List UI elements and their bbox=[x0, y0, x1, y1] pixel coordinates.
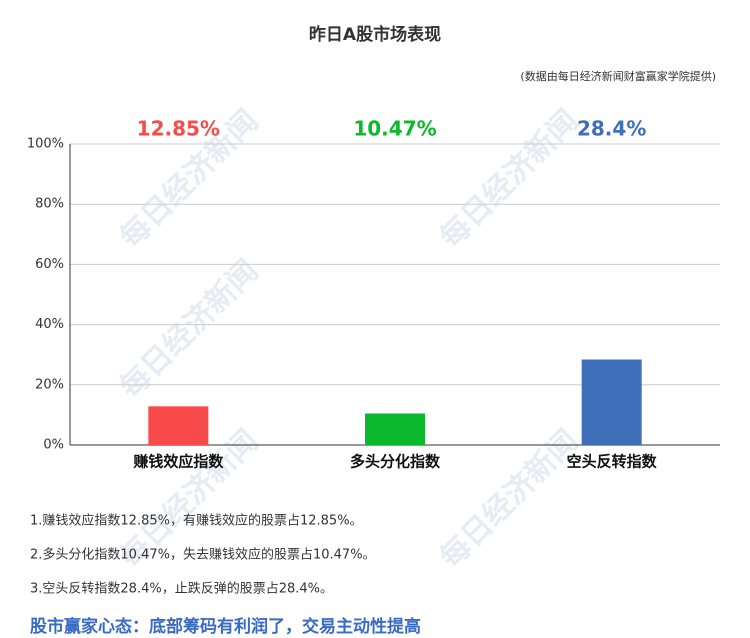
y-tick-label: 40% bbox=[35, 317, 64, 332]
bar bbox=[581, 359, 642, 445]
watermark: 每日经济新闻 bbox=[433, 423, 585, 575]
watermark: 每日经济新闻 bbox=[433, 103, 585, 255]
x-tick-label: 赚钱效应指数 bbox=[132, 453, 224, 471]
y-tick-label: 0% bbox=[43, 438, 64, 453]
watermark: 每日经济新闻 bbox=[113, 253, 265, 405]
headline: 股市赢家心态：底部筹码有利润了，交易主动性提高 bbox=[30, 616, 421, 637]
chart-subtitle: (数据由每日经济新闻财富赢家学院提供) bbox=[520, 69, 716, 83]
note: 2.多头分化指数10.47%，失去赚钱效应的股票占10.47%。 bbox=[30, 547, 376, 563]
y-tick-label: 60% bbox=[35, 257, 64, 272]
value-label: 10.47% bbox=[353, 117, 436, 141]
bar bbox=[148, 406, 209, 445]
x-tick-label: 空头反转指数 bbox=[567, 453, 658, 471]
value-label: 28.4% bbox=[577, 117, 646, 141]
y-tick-label: 80% bbox=[35, 197, 64, 212]
y-tick-label: 20% bbox=[35, 377, 64, 392]
bar bbox=[365, 413, 425, 445]
x-tick-label: 多头分化指数 bbox=[350, 453, 441, 471]
note: 1.赚钱效应指数12.85%，有赚钱效应的股票占12.85%。 bbox=[30, 513, 363, 529]
value-label: 12.85% bbox=[137, 117, 220, 141]
y-tick-label: 100% bbox=[27, 137, 64, 152]
chart-title: 昨日A股市场表现 bbox=[309, 24, 441, 45]
note: 3.空头反转指数28.4%，止跌反弹的股票占28.4%。 bbox=[30, 581, 333, 597]
